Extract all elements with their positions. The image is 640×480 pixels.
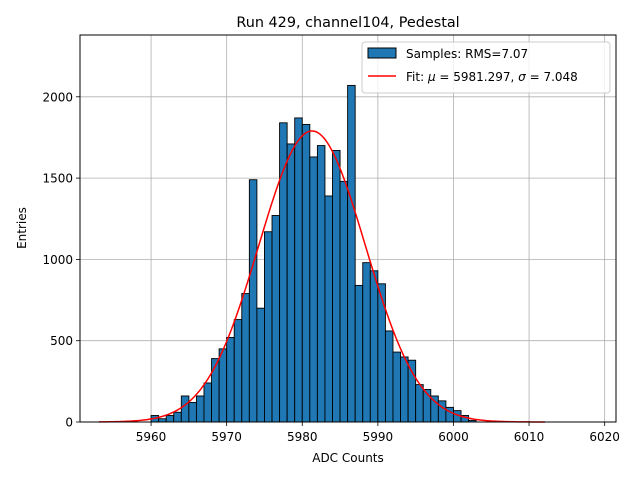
histogram-bar bbox=[218, 348, 228, 423]
legend-fit-mu-symbol: μ bbox=[427, 70, 436, 84]
axes-frame bbox=[79, 34, 617, 423]
y-axis-label: Entries bbox=[15, 207, 29, 249]
x-axis-label: ADC Counts bbox=[312, 451, 384, 465]
histogram-bar bbox=[180, 395, 190, 423]
histogram-bar bbox=[354, 284, 364, 423]
histogram-bar bbox=[233, 319, 243, 423]
legend-fit-prefix: Fit: bbox=[406, 70, 428, 84]
legend-histogram-label: Samples: RMS=7.07 bbox=[406, 47, 528, 61]
fit-curve bbox=[98, 130, 545, 423]
histogram-bar bbox=[400, 356, 409, 423]
histogram-bar bbox=[430, 395, 439, 423]
x-tick-label: 6010 bbox=[514, 430, 545, 444]
fit-curve-layer bbox=[98, 130, 545, 423]
legend-box bbox=[361, 41, 611, 94]
histogram-bar bbox=[415, 384, 424, 423]
legend-fit-sigma-symbol: σ bbox=[518, 70, 526, 84]
histogram-bar bbox=[203, 382, 212, 423]
x-axis-ticks: 5960 5970 5980 5990 6000 6010 6020 bbox=[136, 422, 620, 444]
histogram-bar bbox=[195, 395, 205, 423]
histogram-bar bbox=[165, 415, 175, 423]
histogram-bar bbox=[256, 307, 265, 423]
histogram-bar bbox=[286, 143, 296, 423]
histogram-bar bbox=[324, 195, 333, 423]
histogram-bar bbox=[339, 180, 349, 423]
histogram-bar bbox=[241, 293, 250, 423]
legend-fit-mu-value: = 5981.297, bbox=[436, 70, 519, 84]
histogram-bar bbox=[369, 270, 379, 423]
histogram-bar bbox=[211, 358, 220, 423]
histogram-bars bbox=[150, 84, 477, 423]
histogram-bar bbox=[309, 156, 318, 423]
histogram-bar bbox=[392, 351, 401, 423]
histogram-bar bbox=[407, 359, 417, 423]
y-axis-ticks: 0 500 1000 1500 2000 bbox=[42, 90, 80, 430]
legend-histogram-swatch bbox=[367, 47, 397, 59]
histogram-bar bbox=[264, 231, 273, 423]
histogram-bar bbox=[301, 123, 311, 423]
x-tick-label: 6020 bbox=[589, 430, 620, 444]
histogram-bar bbox=[248, 179, 258, 423]
histogram-bar bbox=[173, 411, 182, 423]
histogram-bar bbox=[279, 122, 288, 423]
y-tick-label: 1500 bbox=[42, 172, 73, 186]
chart-title: Run 429, channel104, Pedestal bbox=[236, 15, 459, 31]
histogram-bar bbox=[226, 336, 235, 423]
legend-fit-sigma-value: = 7.048 bbox=[526, 70, 578, 84]
x-tick-label: 6000 bbox=[438, 430, 469, 444]
x-tick-label: 5970 bbox=[211, 430, 242, 444]
histogram-bar bbox=[316, 145, 326, 423]
x-tick-label: 5960 bbox=[136, 430, 167, 444]
histogram-bar bbox=[332, 149, 341, 423]
legend-fit-label: Fit: μ = 5981.297, σ = 7.048 bbox=[406, 70, 578, 84]
histogram-bar bbox=[271, 215, 281, 423]
histogram-bar bbox=[437, 400, 447, 423]
y-tick-label: 2000 bbox=[42, 90, 73, 104]
y-tick-label: 0 bbox=[65, 416, 73, 430]
histogram-bar bbox=[188, 402, 197, 423]
histogram-bar bbox=[347, 84, 356, 423]
legend: Samples: RMS=7.07 Fit: μ = 5981.297, σ =… bbox=[361, 41, 611, 94]
histogram-bar bbox=[384, 330, 394, 423]
x-tick-label: 5990 bbox=[363, 430, 394, 444]
y-tick-label: 500 bbox=[50, 334, 73, 348]
x-tick-label: 5980 bbox=[287, 430, 318, 444]
histogram-bar bbox=[294, 117, 303, 423]
y-tick-label: 1000 bbox=[42, 253, 73, 267]
histogram-bar bbox=[362, 262, 371, 423]
